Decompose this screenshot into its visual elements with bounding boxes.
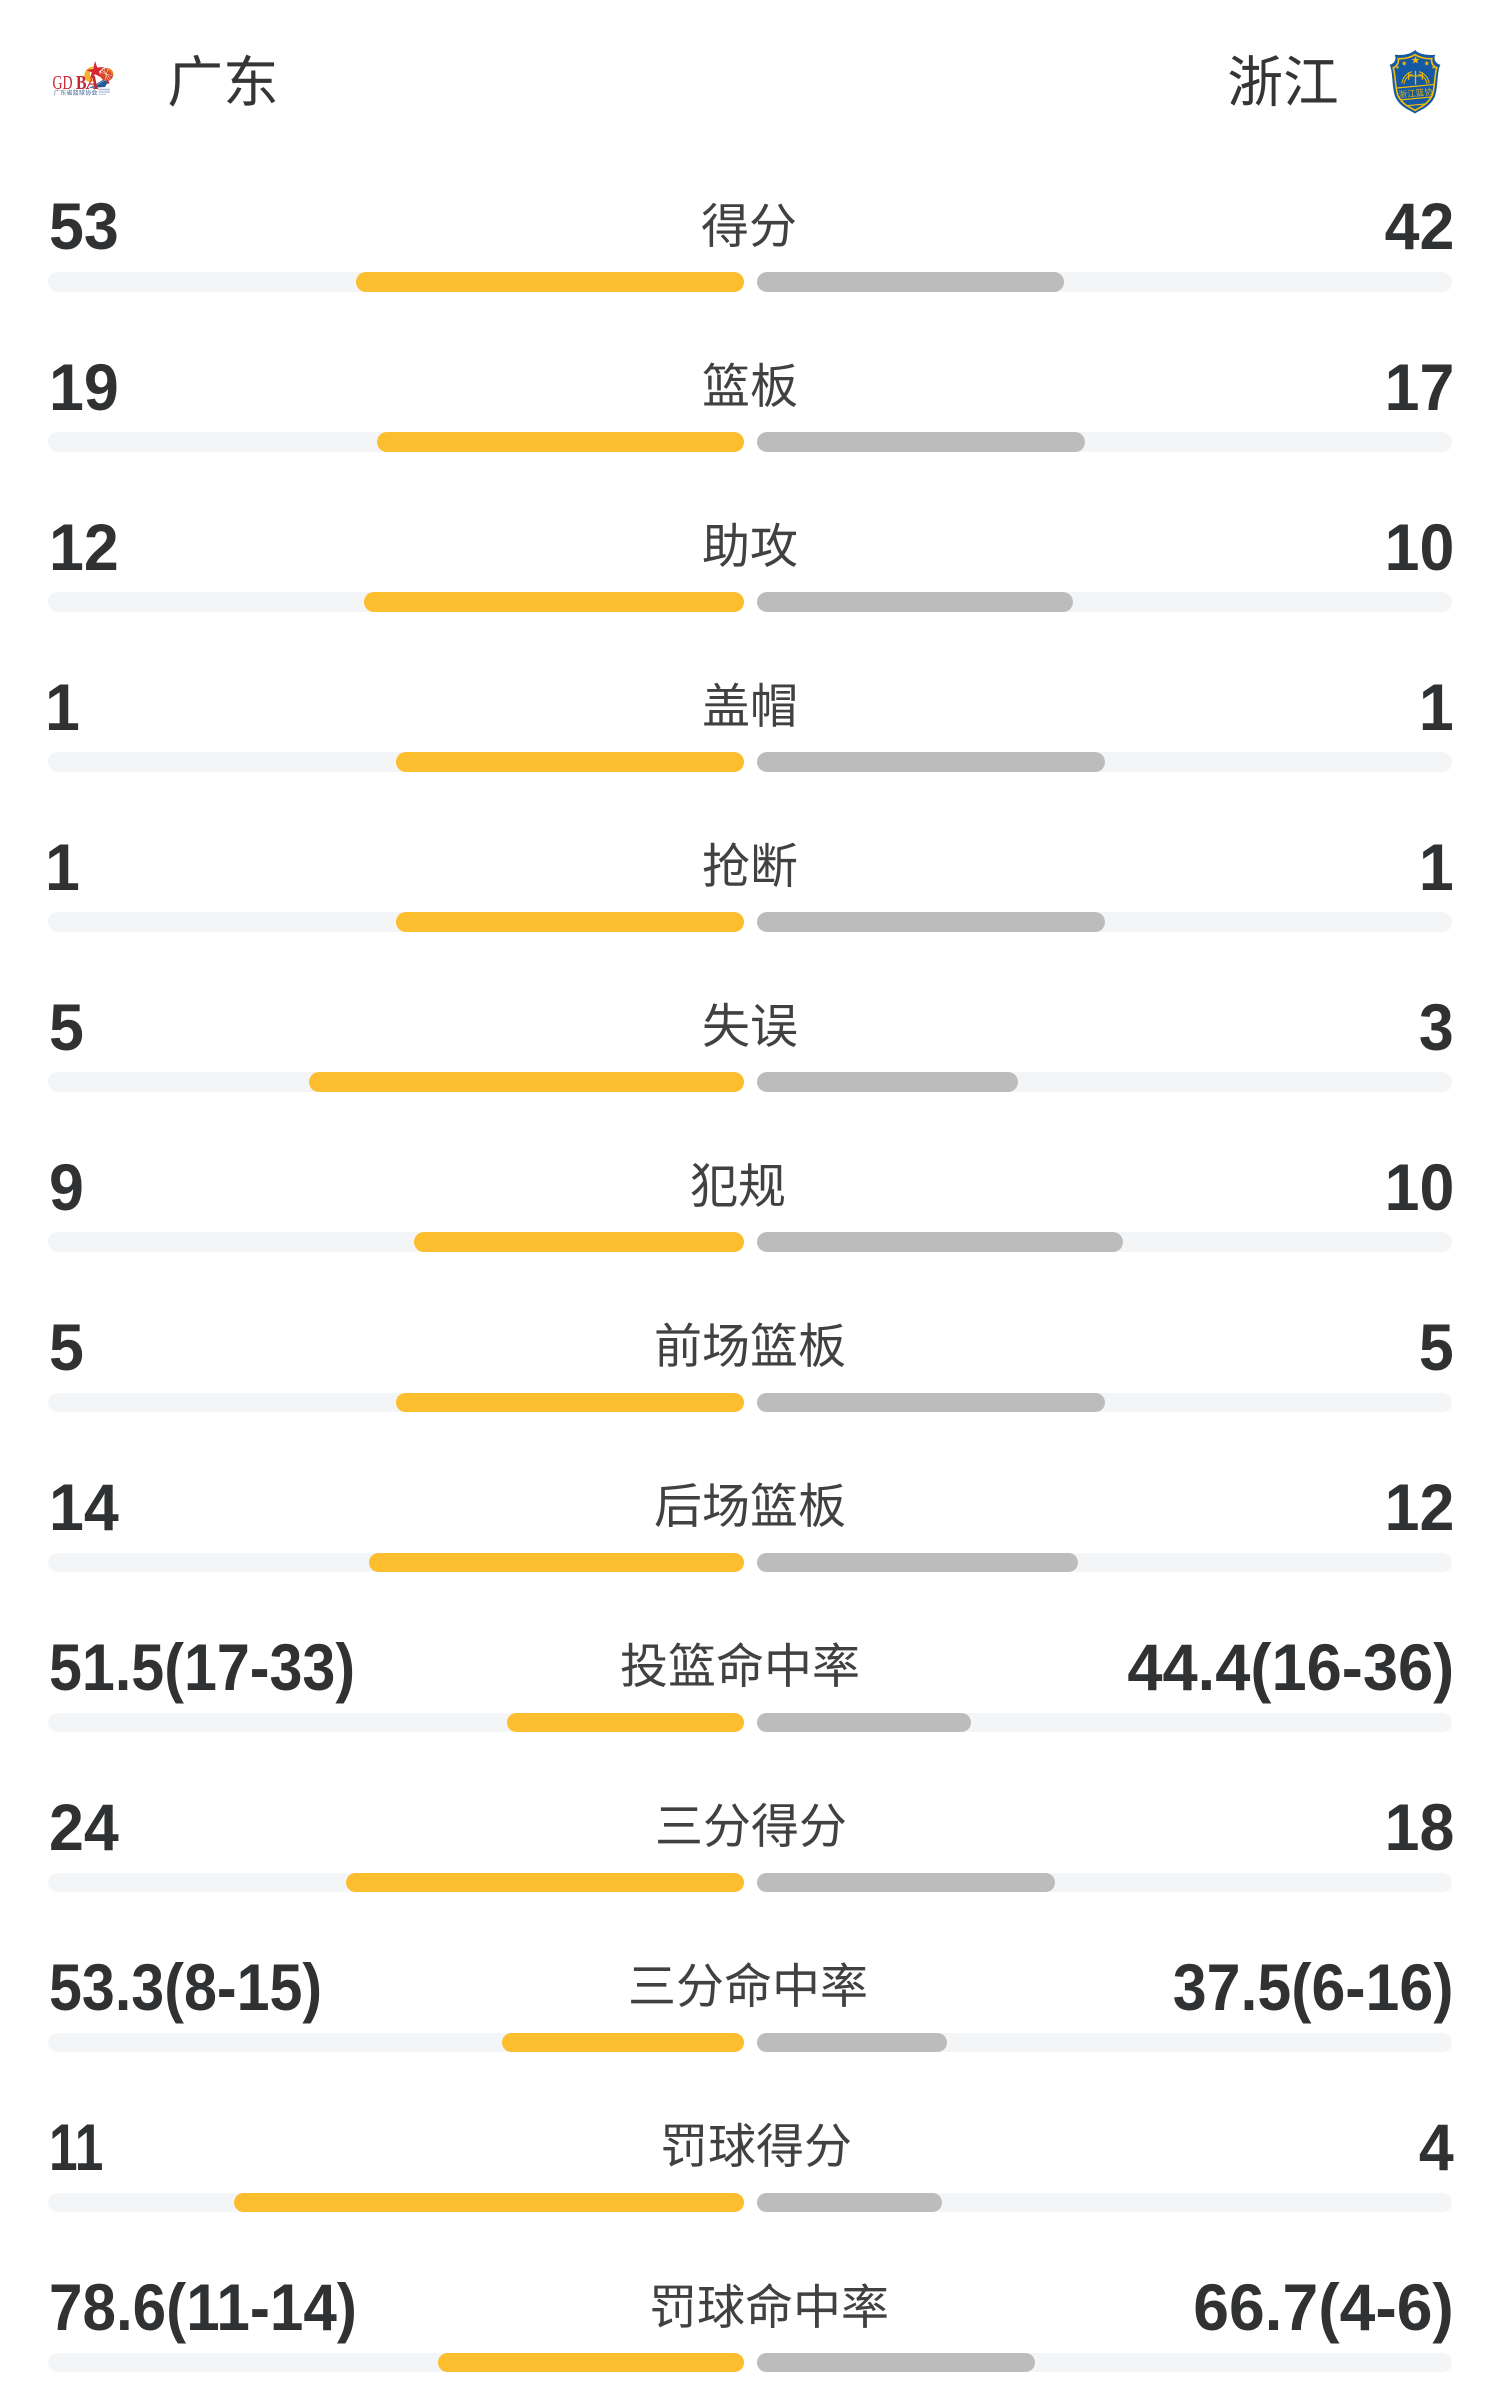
svg-text:B: B [76, 72, 87, 94]
svg-text:A: A [85, 72, 99, 94]
svg-text:GD: GD [53, 73, 73, 94]
